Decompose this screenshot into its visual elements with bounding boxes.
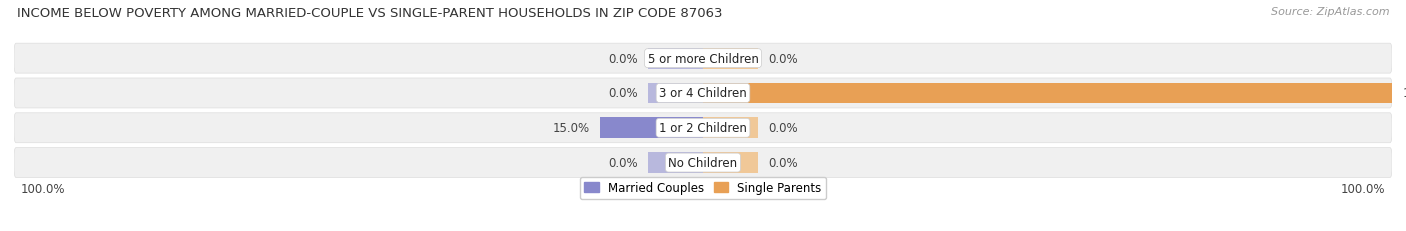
Text: 15.0%: 15.0%	[553, 122, 589, 135]
Text: 0.0%: 0.0%	[607, 52, 637, 65]
Text: 0.0%: 0.0%	[769, 52, 799, 65]
Text: 100.0%: 100.0%	[21, 182, 66, 195]
Text: No Children: No Children	[668, 156, 738, 169]
Text: INCOME BELOW POVERTY AMONG MARRIED-COUPLE VS SINGLE-PARENT HOUSEHOLDS IN ZIP COD: INCOME BELOW POVERTY AMONG MARRIED-COUPL…	[17, 7, 723, 20]
FancyBboxPatch shape	[14, 79, 1392, 109]
FancyBboxPatch shape	[14, 148, 1392, 178]
Bar	[648, 49, 703, 69]
Text: 0.0%: 0.0%	[607, 156, 637, 169]
FancyBboxPatch shape	[14, 113, 1392, 143]
Text: Source: ZipAtlas.com: Source: ZipAtlas.com	[1271, 7, 1389, 17]
Bar	[599, 118, 703, 139]
Text: 100.0%: 100.0%	[1340, 182, 1385, 195]
Bar	[703, 83, 1392, 104]
Text: 0.0%: 0.0%	[607, 87, 637, 100]
Text: 0.0%: 0.0%	[769, 122, 799, 135]
Bar	[703, 118, 758, 139]
Text: 1 or 2 Children: 1 or 2 Children	[659, 122, 747, 135]
Text: 3 or 4 Children: 3 or 4 Children	[659, 87, 747, 100]
Bar	[648, 152, 703, 173]
Bar	[648, 83, 703, 104]
Text: 5 or more Children: 5 or more Children	[648, 52, 758, 65]
Text: 0.0%: 0.0%	[769, 156, 799, 169]
Bar	[703, 152, 758, 173]
Text: 100.0%: 100.0%	[1402, 87, 1406, 100]
FancyBboxPatch shape	[14, 44, 1392, 74]
Legend: Married Couples, Single Parents: Married Couples, Single Parents	[579, 177, 827, 199]
Bar	[703, 49, 758, 69]
Bar	[703, 83, 1392, 104]
Bar	[599, 118, 703, 139]
